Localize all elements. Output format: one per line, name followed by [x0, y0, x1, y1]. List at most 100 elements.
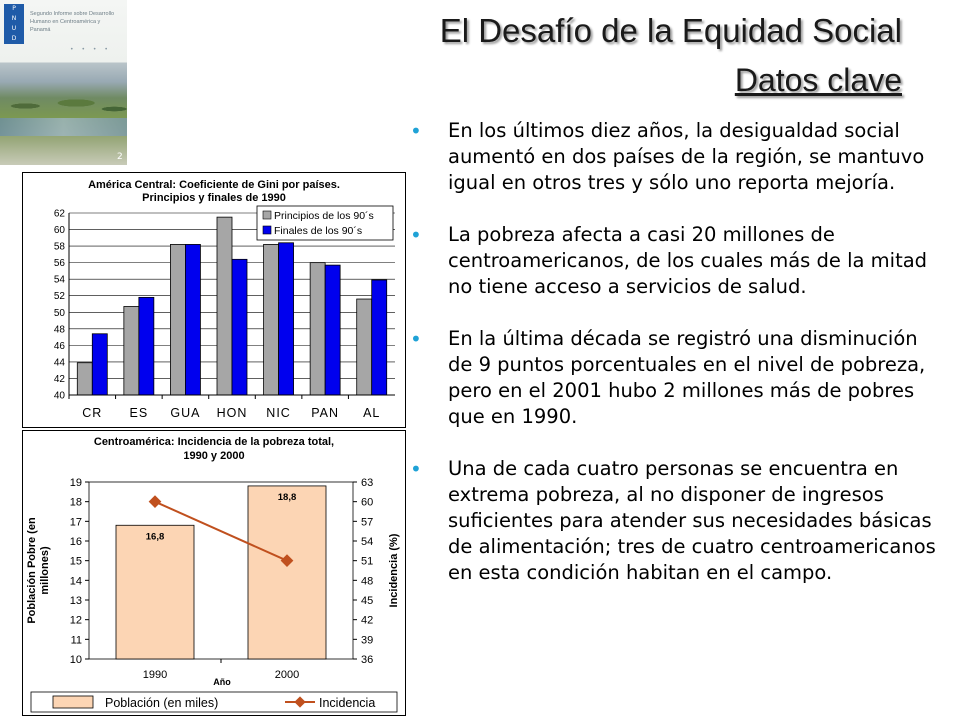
y-left-tick-label: 15 — [70, 556, 82, 568]
bullet-text: En los últimos diez años, la desigualdad… — [448, 119, 925, 194]
bullet-item: • Una de cada cuatro personas se encuent… — [410, 456, 940, 586]
y-right-tick-label: 39 — [361, 634, 373, 646]
bullet-text: En la última década se registró una dism… — [448, 327, 926, 428]
key-facts-list: • En los últimos diez años, la desiguald… — [410, 118, 940, 586]
bar-late-90s — [231, 258, 248, 396]
bullet-item: • En la última década se registró una di… — [410, 326, 940, 430]
x-tick-label: PAN — [311, 406, 339, 420]
y-right-tick-label: 48 — [361, 575, 373, 587]
y-left-tick-label: 14 — [70, 575, 82, 587]
y-left-tick-label: 19 — [70, 477, 82, 489]
bullet-icon: • — [410, 327, 422, 351]
poverty-chart: Centroamérica: Incidencia de la pobreza … — [22, 430, 406, 716]
gini-chart-svg: América Central: Coeficiente de Gini por… — [54, 179, 395, 420]
slide-subtitle: Datos clave — [734, 62, 902, 98]
bullet-icon: • — [410, 223, 422, 247]
report-cover-thumbnail: P N U D Segundo Informe sobre Desarrollo… — [0, 0, 127, 165]
bar-data-label: 18,8 — [278, 492, 297, 503]
y-tick-label: 40 — [54, 391, 66, 402]
y-left-tick-label: 13 — [70, 595, 82, 607]
cover-landscape — [0, 88, 127, 118]
legend-box — [30, 691, 398, 713]
y-right-tick-label: 60 — [361, 497, 373, 509]
y-tick-label: 46 — [54, 341, 66, 352]
x-tick-label: NIC — [266, 406, 291, 420]
y-right-tick-label: 54 — [361, 536, 373, 548]
legend-swatch-marker — [294, 696, 306, 708]
bar-early-90s — [309, 262, 326, 396]
legend-swatch — [262, 225, 272, 235]
bar-early-90s — [170, 244, 186, 396]
y-left-tick-label: 17 — [70, 516, 82, 528]
undp-logo: P N U D — [4, 4, 24, 44]
legend-label: Principios de los 90´s — [274, 210, 374, 222]
incidence-marker — [280, 554, 294, 568]
legend-label: Incidencia — [319, 696, 375, 710]
y-tick-label: 54 — [54, 275, 66, 286]
bar-early-90s — [76, 362, 93, 396]
x-tick-label: 2000 — [275, 669, 299, 681]
y-tick-label: 52 — [54, 291, 66, 302]
cover-title: Segundo Informe sobre Desarrollo Humano … — [30, 11, 115, 33]
x-axis-title: Año — [213, 677, 231, 687]
bar-late-90s — [324, 264, 341, 396]
x-tick-label: GUA — [170, 406, 200, 420]
bar-poverty-population — [247, 485, 327, 660]
chart-title: Principios y finales de 1990 — [142, 192, 286, 204]
bullet-item: • En los últimos diez años, la desiguald… — [410, 118, 940, 196]
bar-early-90s — [263, 244, 279, 396]
bar-late-90s — [278, 242, 294, 396]
legend-swatch — [262, 210, 272, 220]
y-left-tick-label: 18 — [70, 497, 82, 509]
y-tick-label: 50 — [54, 308, 66, 319]
y-right-tick-label: 63 — [361, 477, 373, 489]
y-left-tick-label: 12 — [70, 615, 82, 627]
chart-title: 1990 y 2000 — [183, 450, 244, 462]
cover-page-number: 2 — [117, 152, 123, 162]
slide-title: El Desafío de la Equidad Social — [439, 12, 902, 49]
y-tick-label: 56 — [54, 258, 66, 269]
bullet-icon: • — [410, 119, 422, 143]
bar-early-90s — [123, 306, 140, 396]
incidence-marker — [148, 495, 162, 509]
y-left-axis-title-line: millones) — [39, 546, 51, 595]
y-left-axis-title-line: Población Pobre (en — [26, 517, 38, 624]
legend-label: Finales de los 90´s — [274, 225, 362, 237]
x-tick-label: ES — [130, 406, 149, 420]
bullet-text: La pobreza afecta a casi 20 millones de … — [448, 223, 928, 298]
bar-late-90s — [91, 333, 108, 396]
y-right-tick-label: 51 — [361, 556, 373, 568]
y-tick-label: 42 — [54, 374, 66, 385]
x-tick-label: AL — [363, 406, 380, 420]
incidence-line — [154, 500, 288, 562]
bullet-text: Una de cada cuatro personas se encuentra… — [448, 457, 936, 584]
y-right-tick-label: 36 — [361, 654, 373, 666]
y-right-tick-label: 42 — [361, 615, 373, 627]
y-tick-label: 58 — [54, 242, 66, 253]
logo-letter: D — [11, 35, 17, 42]
logo-letter: N — [11, 15, 17, 22]
y-left-tick-label: 11 — [71, 634, 82, 646]
y-tick-label: 60 — [54, 225, 66, 236]
logo-letter: U — [11, 25, 17, 32]
y-left-tick-label: 16 — [70, 536, 82, 548]
legend-label: Población (en miles) — [105, 696, 218, 710]
legend-swatch-bar — [52, 695, 94, 709]
bullet-item: • La pobreza afecta a casi 20 millones d… — [410, 222, 940, 300]
bar-data-label: 16,8 — [146, 531, 165, 542]
bullet-icon: • — [410, 457, 422, 481]
x-tick-label: HON — [217, 406, 248, 420]
logo-letter: P — [12, 5, 16, 12]
chart-title: Centroamérica: Incidencia de la pobreza … — [94, 436, 334, 448]
bar-poverty-population — [115, 524, 195, 660]
gini-chart: América Central: Coeficiente de Gini por… — [22, 172, 406, 428]
y-left-tick-label: 10 — [70, 654, 82, 666]
bar-late-90s — [185, 244, 201, 396]
bar-early-90s — [356, 298, 373, 396]
cover-water — [0, 118, 127, 136]
y-right-tick-label: 45 — [361, 595, 373, 607]
y-tick-label: 48 — [54, 324, 66, 335]
poverty-chart-svg: Centroamérica: Incidencia de la pobreza … — [26, 436, 400, 713]
cover-dots: • • • • — [70, 46, 111, 53]
y-tick-label: 62 — [54, 209, 66, 220]
